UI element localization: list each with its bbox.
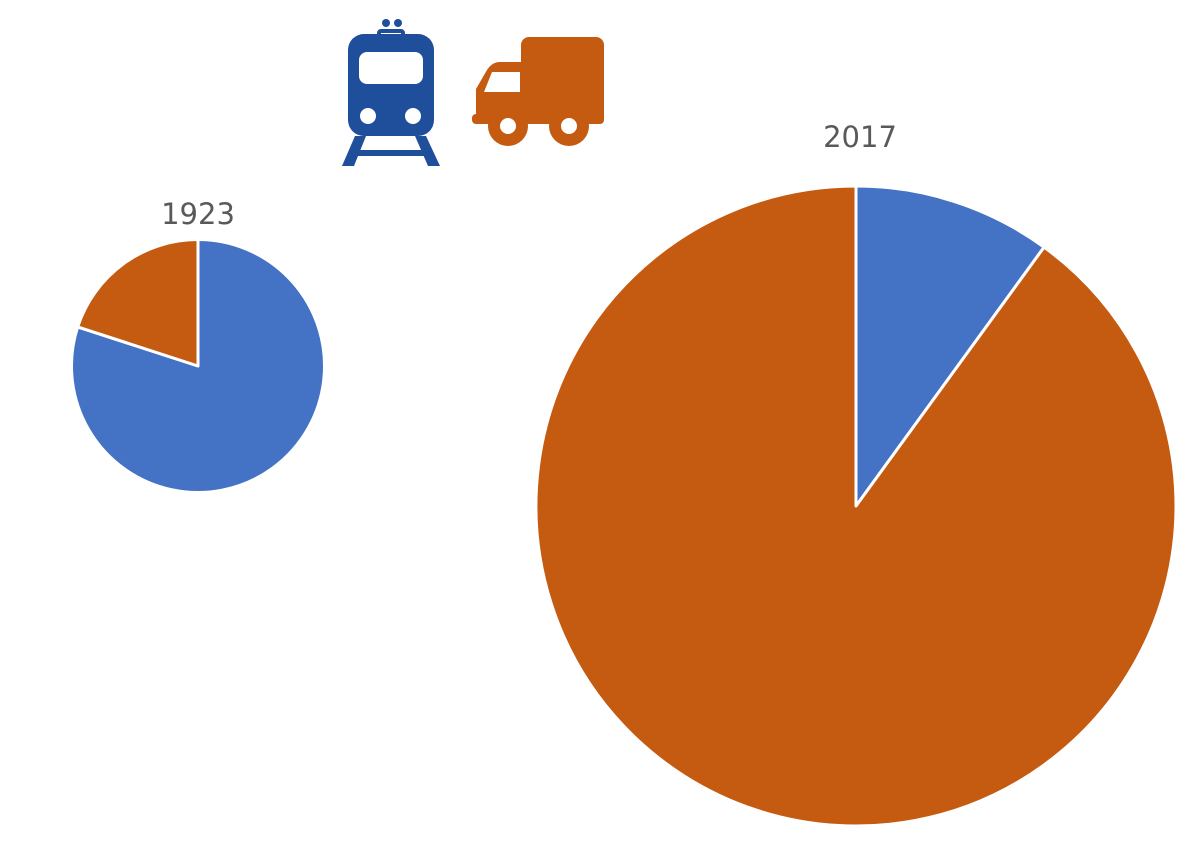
train-body	[348, 34, 434, 136]
train-headlight	[360, 108, 376, 124]
pie-slices-2017	[534, 184, 1178, 828]
truck-icon	[472, 37, 604, 146]
train-icon	[342, 19, 440, 166]
truck-cargo	[521, 37, 604, 124]
pie-slice-road-1923	[76, 238, 200, 368]
pie-title-1923: 1923	[161, 197, 235, 231]
pie-title-2017: 2017	[823, 120, 897, 154]
pie-slice-rail-2017	[854, 184, 1046, 508]
pie-chart-2017: 2017	[534, 120, 1178, 828]
train-headlight	[405, 108, 421, 124]
pie-slice-road-2017	[534, 184, 1178, 828]
truck-window	[484, 72, 520, 92]
train-pantograph-dot	[382, 19, 390, 27]
truck-hub-front	[500, 118, 516, 134]
train-window	[359, 52, 423, 84]
train-rail-tie	[350, 150, 432, 156]
truck-hub-rear	[561, 118, 577, 134]
pie-slice-rail-1923	[70, 238, 326, 494]
pie-chart-1923: 1923	[70, 197, 326, 494]
train-pantograph-dot	[394, 19, 402, 27]
legend	[342, 19, 604, 166]
pie-slices-1923	[70, 238, 326, 494]
